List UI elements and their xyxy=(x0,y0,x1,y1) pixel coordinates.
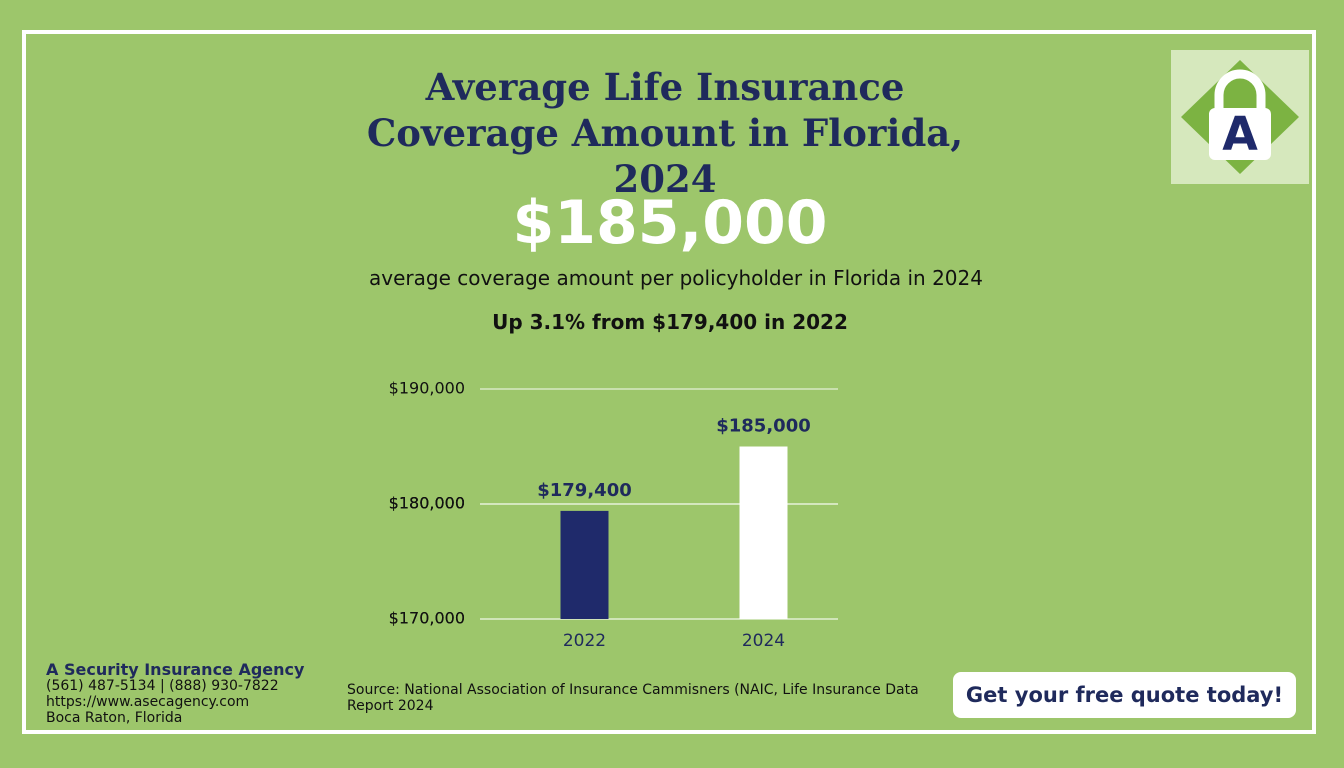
chart-title: Average Life Insurance Coverage Amount i… xyxy=(366,65,964,201)
x-tick-label: 2022 xyxy=(563,631,606,651)
y-tick-label: $170,000 xyxy=(389,609,465,628)
headline-amount: $185,000 xyxy=(512,188,828,258)
logo: A xyxy=(1171,50,1309,184)
source-note: Source: National Association of Insuranc… xyxy=(347,682,919,714)
agency-name: A Security Insurance Agency xyxy=(46,660,305,679)
logo-letter: A xyxy=(1222,107,1258,161)
y-tick-label: $180,000 xyxy=(389,494,465,513)
bar xyxy=(739,446,788,619)
agency-website[interactable]: https://www.asecagency.com xyxy=(46,694,250,710)
y-tick-label: $180,000 xyxy=(389,494,465,513)
y-tick-label: $180,000 xyxy=(389,494,465,513)
agency-location: Boca Raton, Florida xyxy=(46,710,183,726)
logo-graphic: A xyxy=(1181,60,1299,174)
value-label: $185,000 xyxy=(716,416,811,437)
agency-phones: (561) 487-5134 | (888) 930-7822 xyxy=(46,678,279,694)
agency-info: A Security Insurance Agency (561) 487-51… xyxy=(46,660,305,727)
cta-button[interactable]: Get your free quote today! xyxy=(953,672,1296,718)
headline-change: Up 3.1% from $179,400 in 2022 xyxy=(492,310,848,334)
headline-description: average coverage amount per policyholder… xyxy=(369,266,983,290)
y-tick-label: $190,000 xyxy=(389,379,465,398)
frame xyxy=(22,30,1316,734)
x-tick-label: 2024 xyxy=(742,631,785,651)
y-tick-label: $170,000 xyxy=(389,609,465,628)
bar xyxy=(560,510,609,619)
value-label: $179,400 xyxy=(537,480,632,501)
